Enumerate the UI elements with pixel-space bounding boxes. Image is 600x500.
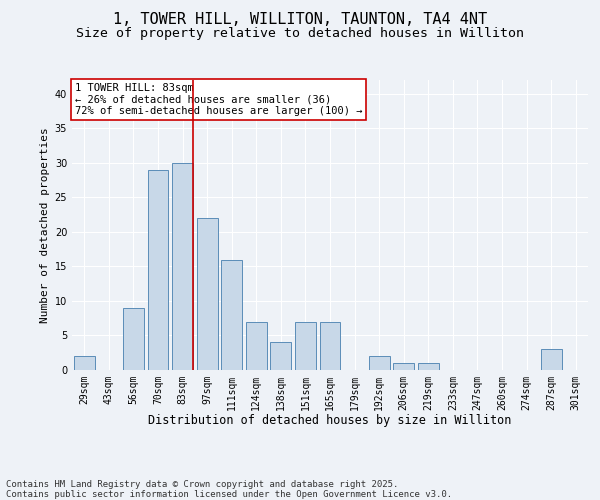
Bar	[541, 350, 562, 370]
Bar	[271, 342, 292, 370]
Bar	[368, 356, 389, 370]
Y-axis label: Number of detached properties: Number of detached properties	[40, 127, 50, 323]
Bar	[221, 260, 242, 370]
Bar	[148, 170, 169, 370]
Bar	[418, 363, 439, 370]
Bar	[123, 308, 144, 370]
Text: 1, TOWER HILL, WILLITON, TAUNTON, TA4 4NT: 1, TOWER HILL, WILLITON, TAUNTON, TA4 4N…	[113, 12, 487, 28]
Bar	[172, 163, 193, 370]
Bar	[246, 322, 267, 370]
Bar	[393, 363, 414, 370]
Bar	[320, 322, 340, 370]
Bar	[74, 356, 95, 370]
X-axis label: Distribution of detached houses by size in Williton: Distribution of detached houses by size …	[148, 414, 512, 428]
Bar	[295, 322, 316, 370]
Text: 1 TOWER HILL: 83sqm
← 26% of detached houses are smaller (36)
72% of semi-detach: 1 TOWER HILL: 83sqm ← 26% of detached ho…	[74, 83, 362, 116]
Text: Size of property relative to detached houses in Williton: Size of property relative to detached ho…	[76, 28, 524, 40]
Text: Contains HM Land Registry data © Crown copyright and database right 2025.
Contai: Contains HM Land Registry data © Crown c…	[6, 480, 452, 499]
Bar	[197, 218, 218, 370]
